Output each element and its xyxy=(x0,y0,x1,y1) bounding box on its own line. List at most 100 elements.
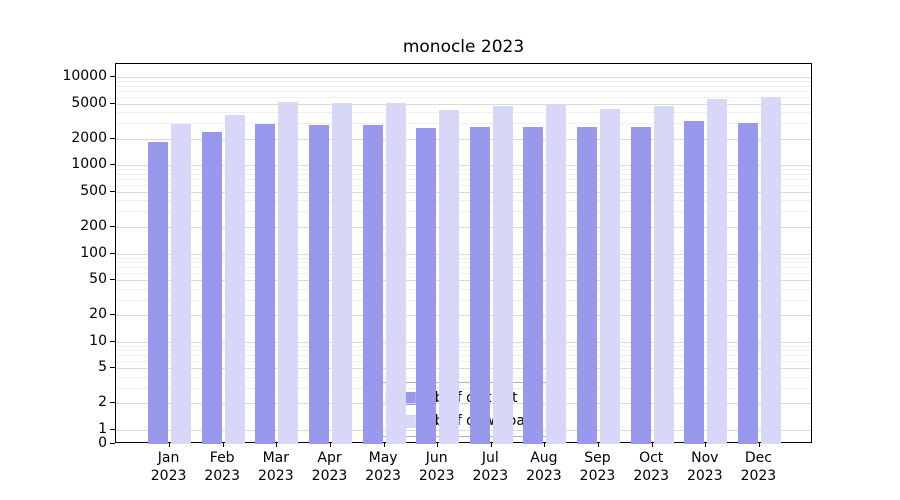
minor-gridline xyxy=(116,112,811,114)
y-axis-label: 10000 xyxy=(62,68,107,84)
major-gridline xyxy=(116,430,811,431)
x-label-year: 2023 xyxy=(740,468,777,484)
y-tick xyxy=(110,340,115,342)
minor-gridline xyxy=(116,96,811,98)
minor-gridline xyxy=(116,262,811,264)
x-label-month: Jul xyxy=(481,450,499,466)
y-axis-label: 1000 xyxy=(71,156,107,173)
minor-gridline xyxy=(116,211,811,213)
x-axis-label: May 2023 xyxy=(351,449,415,485)
x-label-year: 2023 xyxy=(150,468,187,484)
x-axis-label: Jun 2023 xyxy=(405,449,469,485)
major-gridline xyxy=(116,165,811,167)
y-tick xyxy=(110,252,115,254)
x-label-month: Nov xyxy=(691,450,719,466)
bar-distinct-ips xyxy=(148,141,169,444)
x-tick xyxy=(276,443,278,447)
y-axis-label: 1 xyxy=(98,421,107,437)
major-gridline xyxy=(116,280,811,282)
x-tick xyxy=(598,443,599,447)
y-tick xyxy=(110,314,115,316)
bar-downloads xyxy=(385,102,406,444)
y-axis-label: 5000 xyxy=(71,94,107,111)
y-tick xyxy=(110,190,115,192)
chart-title: monocle 2023 xyxy=(402,37,525,57)
x-axis-label: Jul 2023 xyxy=(458,449,522,485)
x-tick xyxy=(222,443,224,447)
minor-gridline xyxy=(116,123,811,125)
bar-distinct-ips xyxy=(362,125,383,444)
x-label-year: 2023 xyxy=(418,468,455,484)
major-gridline xyxy=(116,341,811,343)
x-axis-label: Feb 2023 xyxy=(190,449,254,485)
minor-gridline xyxy=(116,355,811,357)
x-tick xyxy=(490,443,492,447)
x-axis-label: Dec 2023 xyxy=(726,449,790,485)
y-axis-label: 100 xyxy=(80,244,107,261)
bar-downloads xyxy=(278,102,299,444)
x-label-month: Jun xyxy=(425,450,448,466)
x-label-year: 2023 xyxy=(579,468,616,484)
x-label-month: Sep xyxy=(584,450,611,466)
x-label-year: 2023 xyxy=(257,468,294,484)
major-gridline xyxy=(116,368,811,370)
minor-gridline xyxy=(116,288,811,290)
bar-distinct-ips xyxy=(416,127,437,444)
bar-downloads xyxy=(707,99,728,444)
major-gridline xyxy=(116,77,811,78)
bar-distinct-ips xyxy=(255,124,276,444)
bar-downloads xyxy=(653,106,674,444)
minor-gridline xyxy=(116,299,811,301)
minor-gridline xyxy=(116,85,811,87)
x-label-month: Feb xyxy=(209,450,235,466)
x-label-month: Mar xyxy=(262,450,289,466)
x-label-month: Apr xyxy=(317,450,342,466)
x-tick xyxy=(169,443,171,447)
y-axis-label: 2000 xyxy=(71,129,107,146)
x-label-month: May xyxy=(368,450,398,466)
minor-gridline xyxy=(116,200,811,202)
minor-gridline xyxy=(116,376,811,378)
legend-item-downloads: Nb of downloads xyxy=(385,413,541,429)
x-label-year: 2023 xyxy=(526,468,562,484)
x-axis-label: Oct 2023 xyxy=(619,449,683,485)
x-tick xyxy=(651,443,653,447)
bar-distinct-ips xyxy=(523,126,544,444)
bar-distinct-ips xyxy=(577,127,597,444)
y-axis-label: 2 xyxy=(98,394,107,411)
x-label-year: 2023 xyxy=(365,468,401,484)
major-gridline xyxy=(116,138,811,140)
x-tick xyxy=(705,443,707,447)
x-axis-label: Jan 2023 xyxy=(137,449,201,485)
bar-distinct-ips xyxy=(684,121,705,444)
x-label-year: 2023 xyxy=(311,468,348,484)
bar-distinct-ips xyxy=(201,131,222,444)
y-axis-label: 200 xyxy=(80,217,107,234)
y-axis-label: 0 xyxy=(98,435,107,451)
bar-downloads xyxy=(492,105,513,444)
x-tick xyxy=(758,443,760,447)
minor-gridline xyxy=(116,387,811,389)
x-tick xyxy=(330,443,331,447)
y-tick xyxy=(110,137,115,139)
x-tick xyxy=(544,443,546,447)
y-tick xyxy=(110,367,115,369)
bar-distinct-ips xyxy=(630,126,651,444)
minor-gridline xyxy=(116,273,811,275)
y-axis-label: 50 xyxy=(89,271,107,288)
bar-distinct-ips xyxy=(469,127,490,444)
minor-gridline xyxy=(116,184,811,186)
y-tick xyxy=(110,279,115,281)
y-axis-label: 500 xyxy=(80,182,107,199)
bar-downloads xyxy=(332,102,352,444)
minor-gridline xyxy=(116,169,811,171)
y-axis-label: 10 xyxy=(89,332,107,349)
major-gridline xyxy=(116,403,811,405)
major-gridline xyxy=(116,226,811,228)
x-label-month: Oct xyxy=(639,450,664,466)
minor-gridline xyxy=(116,178,811,180)
major-gridline xyxy=(116,253,811,255)
minor-gridline xyxy=(116,81,811,82)
y-axis-label: 20 xyxy=(89,306,107,323)
y-tick xyxy=(110,402,115,404)
